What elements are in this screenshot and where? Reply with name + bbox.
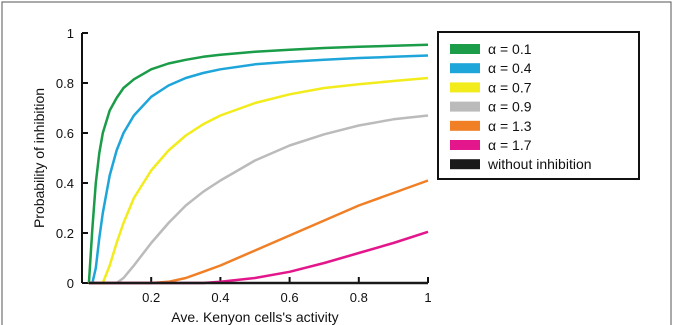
legend-label: α = 0.1 bbox=[488, 41, 532, 57]
legend-swatch bbox=[450, 159, 480, 170]
legend-label: α = 0.4 bbox=[488, 60, 532, 76]
x-tick-label: 0.8 bbox=[350, 290, 368, 305]
series-lines bbox=[87, 43, 429, 285]
legend-swatch bbox=[450, 44, 480, 54]
legend-label: without inhibition bbox=[487, 156, 592, 172]
legend-swatch bbox=[450, 140, 480, 150]
legend-swatch bbox=[450, 63, 480, 74]
legend-label: α = 1.7 bbox=[488, 137, 532, 153]
y-tick-label: 1 bbox=[67, 26, 74, 41]
x-tick-label: 0.6 bbox=[281, 290, 299, 305]
series-line-1 bbox=[88, 54, 429, 285]
legend-swatch bbox=[450, 120, 480, 131]
legend-swatch bbox=[450, 101, 480, 112]
y-tick-label: 0.6 bbox=[56, 126, 74, 141]
legend-label: α = 1.3 bbox=[488, 118, 532, 134]
y-axis-title: Probability of inhibition bbox=[31, 88, 47, 228]
x-tick-label: 1 bbox=[424, 290, 431, 305]
series-line-0 bbox=[87, 43, 429, 284]
series-line-4 bbox=[88, 179, 429, 285]
x-tick-label: 0.4 bbox=[211, 290, 229, 305]
y-tick-label: 0.8 bbox=[56, 76, 74, 91]
x-axis-title: Ave. Kenyon cells's activity bbox=[171, 309, 338, 325]
legend: α = 0.1 α = 0.4 α = 0.7 α = 0.9 α = 1.3 α = 1… bbox=[437, 31, 640, 180]
y-tick-label: 0 bbox=[67, 276, 74, 291]
x-tick-label: 0.2 bbox=[142, 290, 160, 305]
axis-tick-labels: 0 0.2 0.4 0.6 0.8 1 0.2 0.4 0.6 0.8 1 bbox=[56, 26, 432, 305]
legend-label: α = 0.7 bbox=[488, 79, 532, 95]
legend-items: α = 0.1 α = 0.4 α = 0.7 α = 0.9 α = 1.3 α = 1… bbox=[450, 41, 592, 172]
legend-label: α = 0.9 bbox=[488, 99, 532, 115]
y-tick-label: 0.4 bbox=[56, 176, 74, 191]
y-tick-label: 0.2 bbox=[56, 226, 74, 241]
axis-ticks bbox=[82, 32, 429, 284]
legend-swatch bbox=[450, 82, 480, 93]
